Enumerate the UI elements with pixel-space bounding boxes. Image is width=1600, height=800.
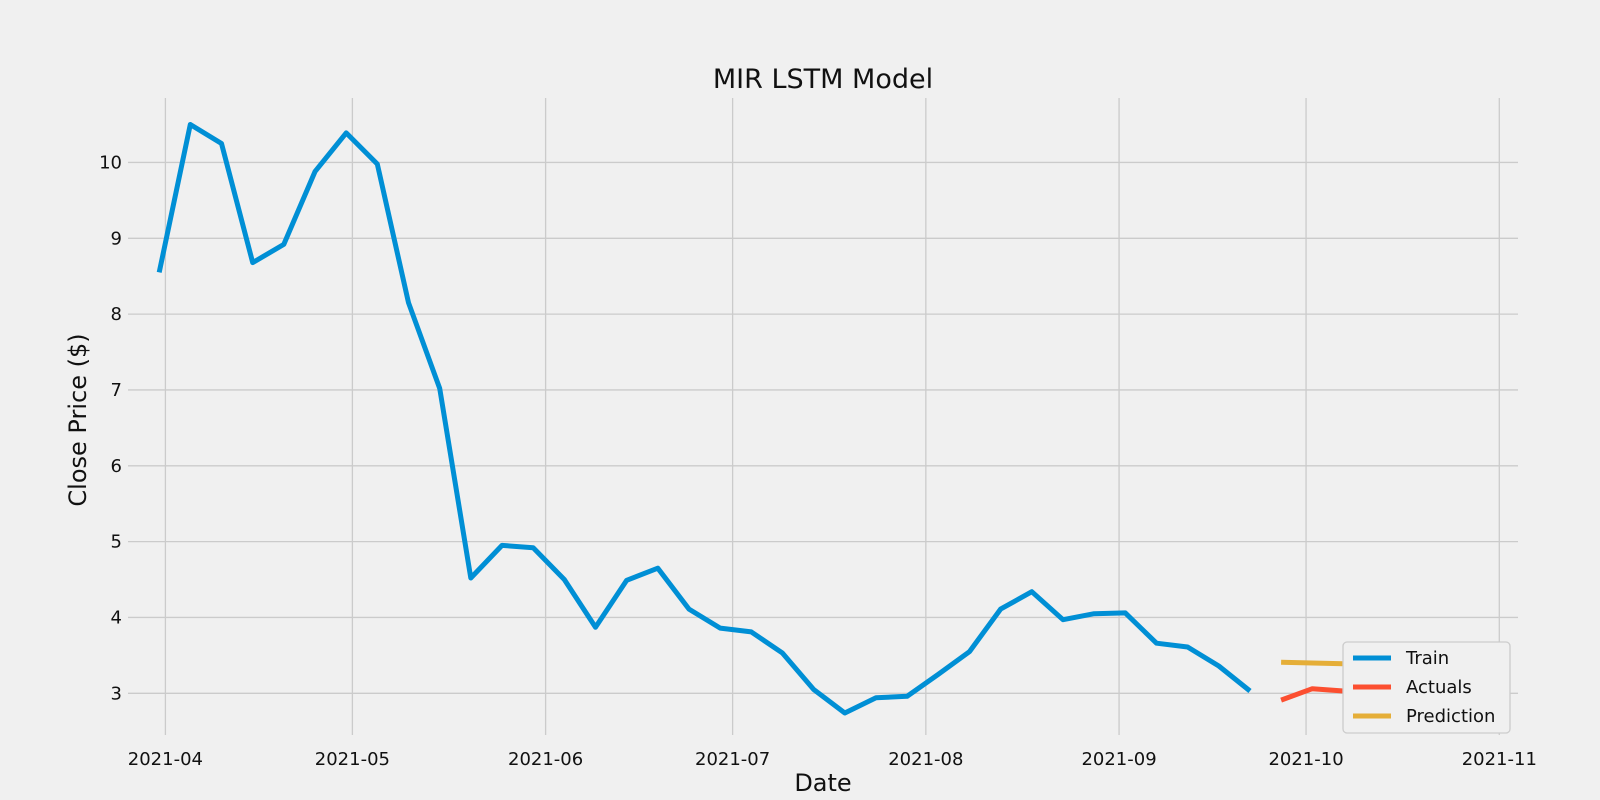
- x-tick-label: 2021-05: [315, 749, 390, 770]
- y-tick-label: 10: [99, 152, 122, 173]
- y-tick-label: 5: [111, 532, 122, 553]
- y-tick-label: 7: [111, 380, 122, 401]
- legend-box: [1342, 641, 1511, 734]
- prediction-legend-label: Prediction: [1406, 706, 1495, 727]
- chart-title: MIR LSTM Model: [713, 64, 933, 95]
- x-axis-label: Date: [794, 769, 851, 797]
- plot-area: [156, 122, 1501, 716]
- x-tick-label: 2021-10: [1268, 749, 1343, 770]
- x-tick-label: 2021-09: [1081, 749, 1156, 770]
- x-tick-label: 2021-08: [888, 749, 963, 770]
- grid: [128, 98, 1518, 735]
- x-tick-label: 2021-06: [508, 749, 583, 770]
- tick-labels: 2021-04 2021-05 2021-06 2021-07 2021-08 2021-…: [99, 152, 1537, 770]
- y-tick-label: 9: [111, 228, 122, 249]
- train-series-line: [156, 122, 1252, 716]
- actuals-legend-label: Actuals: [1406, 677, 1472, 698]
- x-tick-label: 2021-11: [1462, 749, 1537, 770]
- train-legend-label: Train: [1405, 648, 1449, 669]
- y-tick-label: 3: [111, 683, 122, 704]
- x-tick-label: 2021-04: [128, 749, 203, 770]
- y-axis-label: Close Price ($): [64, 333, 92, 506]
- y-tick-label: 8: [111, 304, 122, 325]
- legend: Train Actuals Prediction: [1342, 641, 1511, 734]
- y-tick-label: 4: [111, 607, 122, 628]
- y-tick-label: 6: [111, 456, 122, 477]
- x-tick-label: 2021-07: [695, 749, 770, 770]
